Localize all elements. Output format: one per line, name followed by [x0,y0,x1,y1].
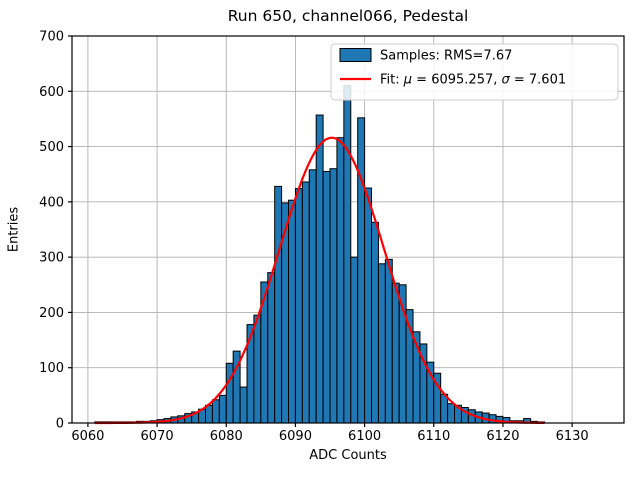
y-tick-label: 400 [39,195,64,210]
x-tick-label: 6130 [556,429,589,444]
x-tick-label: 6120 [486,429,519,444]
histogram-bar [447,403,456,424]
y-tick-label: 100 [39,361,64,376]
histogram-bar [371,221,379,424]
legend: Samples: RMS=7.67 Fit: μ = 6095.257, σ = … [330,43,619,101]
histogram-bar [322,170,331,424]
histogram-bar [301,181,310,424]
legend-box [330,43,619,101]
x-tick-label: 6110 [417,429,450,444]
histogram-bar [218,394,227,424]
histogram-bar [205,404,213,424]
histogram-bar [377,263,386,424]
histogram-bar [440,393,449,424]
histogram-bar [329,168,338,424]
axis-ticks: 6060 6070 6080 6090 6100 6110 6120 6130 0 100 200 3… [39,30,588,445]
histogram-bar [315,114,324,424]
y-tick-label: 300 [39,251,64,266]
fit-line [94,136,545,425]
x-tick-label: 6070 [141,429,174,444]
y-tick-label: 600 [39,85,64,100]
histogram-bar [225,362,234,424]
x-tick-label: 6080 [210,429,243,444]
legend-label-samples: Samples: RMS=7.67 [380,49,512,64]
legend-swatch-samples [339,48,372,62]
x-axis-label: ADC Counts [309,448,387,463]
chart-title: Run 650, channel066, Pedestal [227,7,469,25]
histogram-bar [274,185,283,424]
y-tick-label: 700 [39,30,64,45]
y-tick-label: 200 [39,306,64,321]
histogram-bar [384,258,393,424]
histogram-bar [350,256,359,424]
histogram-bar [294,188,303,424]
histogram-bar [357,117,366,424]
histogram-bar [391,282,400,424]
y-tick-label: 500 [39,140,64,155]
histogram-bar [288,199,296,424]
histogram-bar [336,137,345,424]
histogram-bar [253,314,262,424]
histogram-bar [267,272,276,424]
x-tick-label: 6100 [348,429,381,444]
x-tick-label: 6060 [71,429,104,444]
y-tick-label: 0 [56,417,64,432]
x-tick-label: 6090 [279,429,312,444]
histogram-bar [308,169,317,424]
legend-label-fit: Fit: μ = 6095.257, σ = 7.601 [380,73,566,88]
axes-box [71,35,625,424]
histogram-bar [343,85,352,424]
histogram-bars [94,85,545,424]
y-axis-label: Entries [6,206,22,253]
histogram-bar [364,187,373,424]
histogram-bar [239,386,248,424]
histogram-bar [211,399,220,424]
